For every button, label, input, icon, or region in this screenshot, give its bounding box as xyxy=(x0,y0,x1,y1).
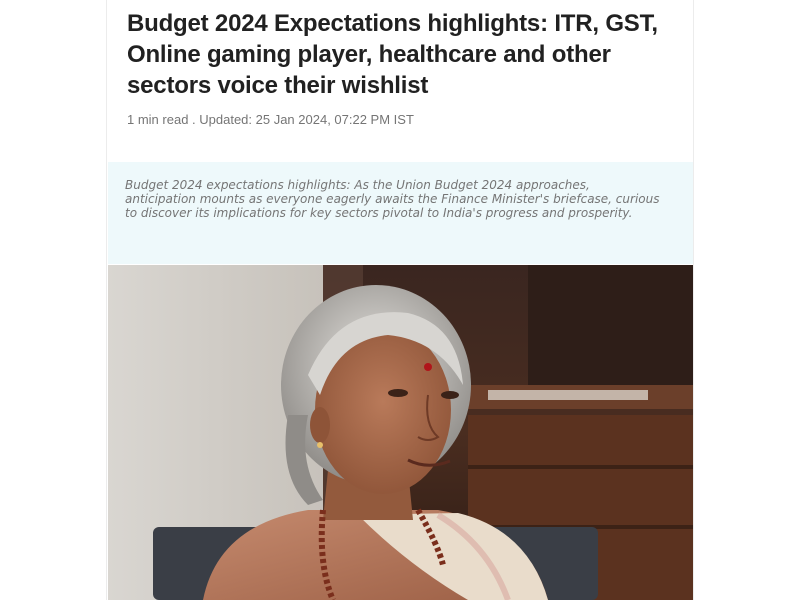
article-headline: Budget 2024 Expectations highlights: ITR… xyxy=(127,10,658,99)
article-container: Budget 2024 Expectations highlights: ITR… xyxy=(106,0,694,600)
article-meta: 1 min read . Updated: 25 Jan 2024, 07:22… xyxy=(127,112,414,127)
article-summary-box: Budget 2024 expectations highlights: As … xyxy=(108,162,693,264)
article-summary-text: Budget 2024 expectations highlights: As … xyxy=(125,178,660,220)
article-photo[interactable] xyxy=(108,265,693,600)
article-photo-illustration xyxy=(108,265,693,600)
